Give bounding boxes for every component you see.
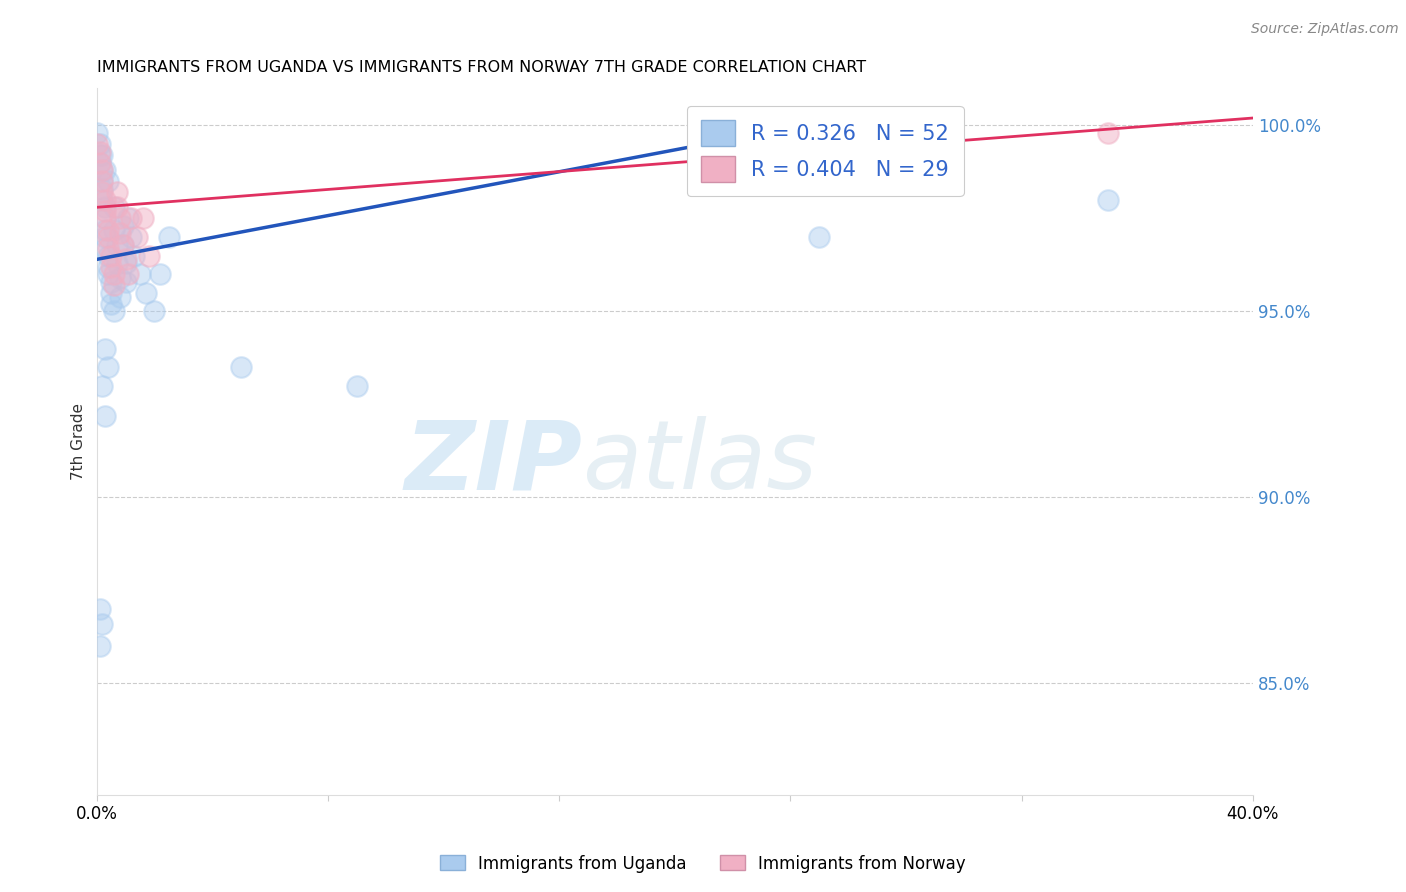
- Point: [1097, 126, 1119, 140]
- Point: [89, 155, 111, 169]
- Point: [86, 137, 108, 152]
- Legend: Immigrants from Uganda, Immigrants from Norway: Immigrants from Uganda, Immigrants from …: [433, 848, 973, 880]
- Point: [108, 289, 131, 303]
- Point: [100, 249, 122, 263]
- Point: [94, 211, 117, 226]
- Legend: R = 0.326   N = 52, R = 0.404   N = 29: R = 0.326 N = 52, R = 0.404 N = 29: [686, 106, 963, 196]
- Point: [105, 256, 128, 270]
- Text: atlas: atlas: [582, 417, 817, 509]
- Point: [114, 256, 136, 270]
- Point: [94, 230, 117, 244]
- Point: [94, 200, 117, 214]
- Point: [91, 163, 114, 178]
- Point: [111, 237, 134, 252]
- Point: [105, 186, 128, 200]
- Point: [117, 267, 139, 281]
- Point: [117, 211, 139, 226]
- Point: [94, 163, 117, 178]
- Point: [94, 342, 117, 356]
- Point: [97, 267, 120, 281]
- Point: [89, 137, 111, 152]
- Point: [94, 193, 117, 207]
- Point: [808, 230, 831, 244]
- Point: [94, 211, 117, 226]
- Point: [157, 230, 180, 244]
- Text: IMMIGRANTS FROM UGANDA VS IMMIGRANTS FROM NORWAY 7TH GRADE CORRELATION CHART: IMMIGRANTS FROM UGANDA VS IMMIGRANTS FRO…: [97, 60, 866, 75]
- Point: [91, 182, 114, 196]
- Point: [108, 227, 131, 241]
- Point: [89, 155, 111, 169]
- Y-axis label: 7th Grade: 7th Grade: [72, 403, 86, 480]
- Point: [138, 249, 160, 263]
- Point: [111, 237, 134, 252]
- Point: [100, 260, 122, 274]
- Point: [97, 360, 120, 375]
- Point: [103, 200, 125, 214]
- Point: [97, 174, 120, 188]
- Text: Source: ZipAtlas.com: Source: ZipAtlas.com: [1251, 22, 1399, 37]
- Point: [103, 267, 125, 281]
- Point: [91, 379, 114, 393]
- Point: [231, 360, 253, 375]
- Point: [132, 211, 155, 226]
- Point: [91, 163, 114, 178]
- Point: [105, 237, 128, 252]
- Point: [91, 174, 114, 188]
- Point: [808, 114, 831, 128]
- Point: [91, 148, 114, 162]
- Point: [114, 275, 136, 289]
- Point: [100, 297, 122, 311]
- Point: [129, 267, 152, 281]
- Point: [100, 275, 122, 289]
- Point: [97, 241, 120, 255]
- Text: ZIP: ZIP: [405, 417, 582, 509]
- Point: [122, 249, 145, 263]
- Point: [108, 271, 131, 285]
- Point: [346, 379, 368, 393]
- Point: [149, 267, 172, 281]
- Point: [91, 174, 114, 188]
- Point: [86, 126, 108, 140]
- Point: [114, 252, 136, 267]
- Point: [103, 278, 125, 293]
- Point: [127, 230, 149, 244]
- Point: [97, 222, 120, 236]
- Point: [1097, 193, 1119, 207]
- Point: [89, 148, 111, 162]
- Point: [105, 200, 128, 214]
- Point: [97, 249, 120, 263]
- Point: [108, 211, 131, 226]
- Point: [97, 260, 120, 274]
- Point: [135, 285, 157, 300]
- Point: [120, 230, 142, 244]
- Point: [89, 602, 111, 616]
- Point: [120, 211, 142, 226]
- Point: [89, 640, 111, 654]
- Point: [94, 222, 117, 236]
- Point: [89, 145, 111, 159]
- Point: [94, 409, 117, 423]
- Point: [103, 304, 125, 318]
- Point: [103, 222, 125, 236]
- Point: [91, 616, 114, 631]
- Point: [111, 219, 134, 233]
- Point: [97, 230, 120, 244]
- Point: [94, 241, 117, 255]
- Point: [94, 204, 117, 219]
- Point: [91, 193, 114, 207]
- Point: [143, 304, 166, 318]
- Point: [91, 186, 114, 200]
- Point: [100, 285, 122, 300]
